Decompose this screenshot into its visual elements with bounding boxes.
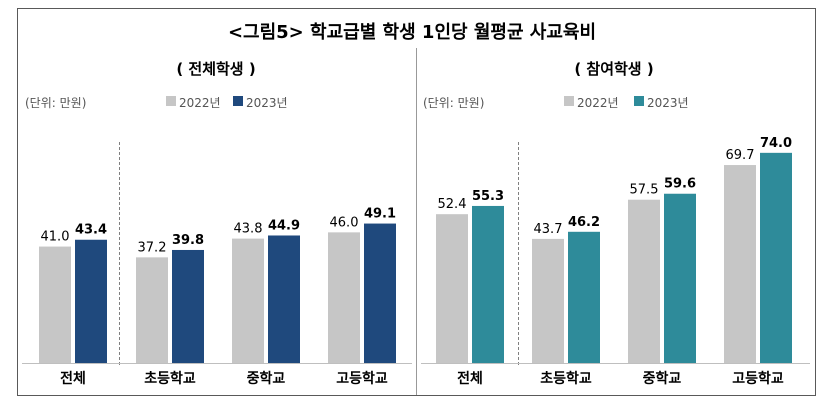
category-label-0: 전체 [457,370,483,387]
category-label-3: 고등학교 [336,371,388,387]
bar-2023-0 [472,205,504,363]
bars-all-students: 41.0 43.4 전체 37.2 39.8 초등학교 43.8 44.9 중학교 46.0 49.… [22,207,412,387]
value-label-2023-1: 39.8 [172,233,204,248]
value-label-2023-2: 59.6 [664,177,696,192]
bar-2023-3 [760,152,792,363]
category-label-1: 초등학교 [144,371,196,387]
bar-2022-2 [232,238,264,363]
legend-swatch-2022 [564,96,574,106]
legend-label-2023: 2023년 [246,96,288,110]
panel-title: ( 참여학생 ) [574,60,653,78]
unit-label: (단위: 만원) [25,96,86,110]
legend-swatch-2023 [233,96,243,106]
panel-title: ( 전체학생 ) [176,60,255,78]
value-label-2022-2: 57.5 [630,183,659,198]
bars-participating-students: 52.4 55.3 전체 43.7 46.2 초등학교 57.5 59.6 중학교 69.7 74.… [421,136,810,387]
value-label-2023-3: 49.1 [364,207,396,222]
legend-label-2023: 2023년 [647,96,689,110]
bar-2022-0 [39,246,71,363]
unit-label: (단위: 만원) [423,96,484,110]
value-label-2022-0: 41.0 [41,230,70,245]
value-label-2022-2: 43.8 [234,222,263,237]
bar-2023-1 [568,231,600,363]
value-label-2022-3: 69.7 [726,148,755,163]
panel-all-students: ( 전체학생 ) (단위: 만원) 2022년 2023년 41.0 43.4 전체… [22,60,412,387]
category-label-2: 중학교 [247,371,286,387]
bar-2023-3 [364,223,396,363]
value-label-2023-3: 74.0 [760,136,792,151]
value-label-2022-1: 43.7 [534,222,563,237]
bar-2023-2 [268,235,300,363]
bar-2022-2 [628,199,660,363]
value-label-2023-0: 55.3 [472,189,504,204]
value-label-2023-0: 43.4 [75,223,107,238]
legend-label-2022: 2022년 [179,96,221,110]
value-label-2022-1: 37.2 [138,240,167,255]
legend-swatch-2022 [166,96,176,106]
bar-2023-0 [75,239,107,363]
legend-swatch-2023 [634,96,644,106]
bar-2022-3 [724,165,756,363]
bar-2022-0 [436,214,468,363]
category-label-0: 전체 [60,370,86,387]
value-label-2022-3: 46.0 [330,215,359,230]
value-label-2023-1: 46.2 [568,215,600,230]
bar-2022-1 [532,238,564,363]
figure-title: <그림5> 학교급별 학생 1인당 월평균 사교육비 [228,21,596,43]
panel-participating-students: ( 참여학생 ) (단위: 만원) 2022년 2023년 52.4 55.3 전체… [421,60,810,387]
bar-2022-3 [328,232,360,363]
legend-label-2022: 2022년 [577,96,619,110]
category-label-1: 초등학교 [540,371,592,387]
bar-2022-1 [136,257,168,363]
value-label-2022-0: 52.4 [438,197,467,212]
bar-2023-2 [664,193,696,363]
category-label-3: 고등학교 [732,371,784,387]
category-label-2: 중학교 [643,371,682,387]
value-label-2023-2: 44.9 [268,218,300,233]
bar-2023-1 [172,249,204,363]
